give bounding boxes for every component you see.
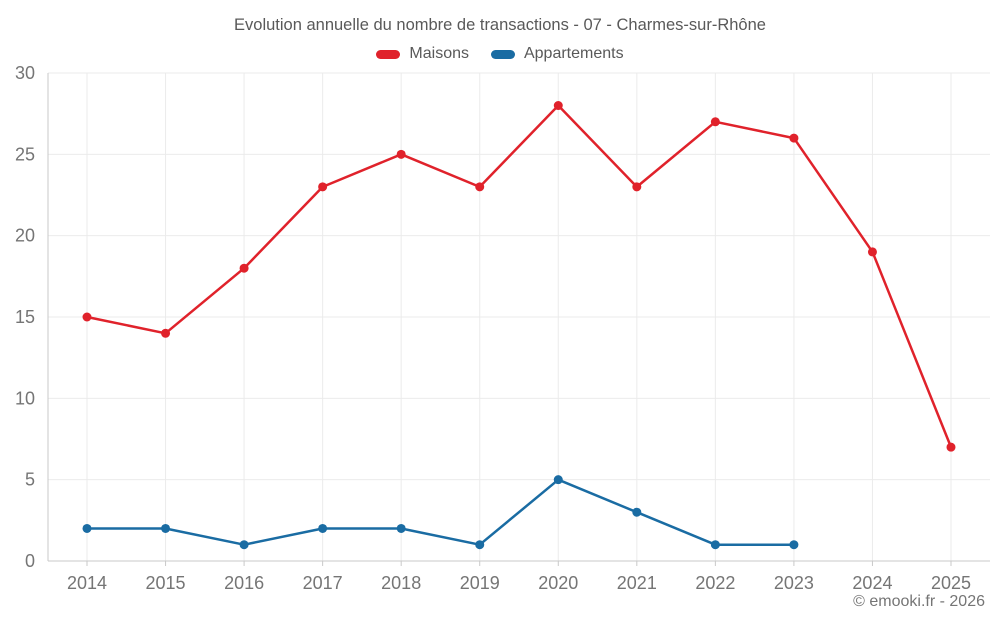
- data-point-appartements: [82, 523, 92, 533]
- data-point-maisons: [553, 101, 563, 111]
- legend-item-maisons[interactable]: Maisons: [376, 45, 469, 63]
- data-point-appartements: [318, 523, 328, 533]
- data-point-appartements: [161, 523, 171, 533]
- data-point-maisons: [239, 263, 249, 273]
- data-point-maisons: [396, 149, 406, 159]
- x-tick-label: 2016: [224, 573, 264, 593]
- chart-title: Evolution annuelle du nombre de transact…: [234, 16, 766, 34]
- data-point-maisons: [161, 328, 171, 338]
- data-point-maisons: [632, 182, 642, 192]
- data-point-appartements: [475, 540, 485, 550]
- x-tick-label: 2015: [146, 573, 186, 593]
- y-tick-label: 20: [15, 226, 35, 246]
- data-point-maisons: [475, 182, 485, 192]
- chart-legend: Maisons Appartements: [0, 45, 1000, 63]
- y-tick-label: 10: [15, 388, 35, 408]
- data-point-maisons: [710, 117, 720, 127]
- y-tick-label: 5: [25, 470, 35, 490]
- x-tick-label: 2021: [617, 573, 657, 593]
- maisons-legend-label: Maisons: [409, 45, 469, 62]
- data-point-maisons: [789, 133, 799, 143]
- appartements-legend-label: Appartements: [523, 45, 624, 62]
- data-point-maisons: [867, 247, 877, 257]
- legend-item-appartements[interactable]: Appartements: [490, 45, 624, 63]
- data-point-maisons: [318, 182, 328, 192]
- y-tick-label: 30: [15, 63, 35, 83]
- data-point-appartements: [789, 540, 799, 550]
- y-tick-label: 0: [25, 551, 35, 571]
- x-tick-label: 2018: [381, 573, 421, 593]
- y-tick-label: 25: [15, 144, 35, 164]
- x-tick-label: 2019: [460, 573, 500, 593]
- data-point-appartements: [239, 540, 249, 550]
- maisons-legend-swatch-icon: [376, 49, 401, 59]
- data-point-appartements: [396, 523, 406, 533]
- data-point-appartements: [632, 507, 642, 517]
- x-tick-label: 2022: [695, 573, 735, 593]
- x-tick-label: 2020: [538, 573, 578, 593]
- x-tick-label: 2014: [67, 573, 107, 593]
- series-line-appartements: [85, 478, 796, 546]
- x-tick-label: 2025: [931, 573, 971, 593]
- data-point-appartements: [553, 475, 563, 485]
- x-tick-label: 2017: [303, 573, 343, 593]
- data-point-maisons: [946, 442, 956, 452]
- data-point-appartements: [710, 540, 720, 550]
- series-line-maisons: [85, 104, 953, 449]
- copyright-text: © emooki.fr - 2026: [853, 593, 985, 610]
- data-point-maisons: [82, 312, 92, 322]
- appartements-legend-swatch-icon: [490, 49, 515, 59]
- x-tick-label: 2023: [774, 573, 814, 593]
- y-tick-label: 15: [15, 307, 35, 327]
- x-tick-label: 2024: [852, 573, 892, 593]
